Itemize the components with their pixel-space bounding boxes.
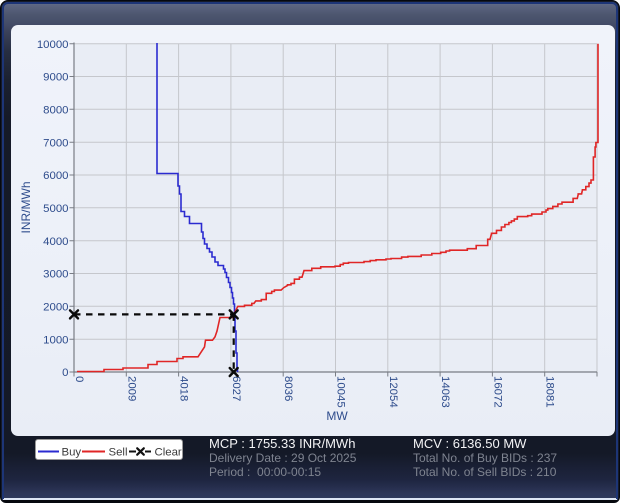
- svg-text:10045: 10045: [335, 376, 347, 408]
- svg-text:2000: 2000: [43, 302, 68, 314]
- svg-text:10000: 10000: [37, 39, 69, 51]
- svg-text:14063: 14063: [439, 376, 451, 408]
- svg-text:5000: 5000: [43, 203, 68, 215]
- svg-text:4000: 4000: [43, 236, 68, 248]
- svg-text:Buy: Buy: [62, 447, 82, 459]
- svg-text:8000: 8000: [43, 105, 68, 117]
- svg-text:MW: MW: [326, 409, 348, 423]
- svg-text:12054: 12054: [387, 376, 399, 408]
- svg-text:2009: 2009: [125, 376, 137, 401]
- svg-text:6000: 6000: [43, 170, 68, 182]
- svg-text:8036: 8036: [282, 376, 294, 401]
- svg-text:0: 0: [73, 376, 85, 382]
- svg-text:9000: 9000: [43, 72, 68, 84]
- svg-text:4018: 4018: [178, 376, 190, 401]
- svg-text:16072: 16072: [491, 376, 503, 408]
- svg-text:INR/MWh: INR/MWh: [19, 182, 33, 234]
- svg-text:6027: 6027: [230, 376, 242, 401]
- svg-text:0: 0: [62, 367, 68, 379]
- svg-text:18081: 18081: [544, 376, 556, 408]
- svg-text:Clear: Clear: [155, 447, 182, 459]
- svg-text:3000: 3000: [43, 269, 68, 281]
- svg-text:Sell: Sell: [109, 447, 128, 459]
- svg-text:1000: 1000: [43, 334, 68, 346]
- svg-text:7000: 7000: [43, 137, 68, 149]
